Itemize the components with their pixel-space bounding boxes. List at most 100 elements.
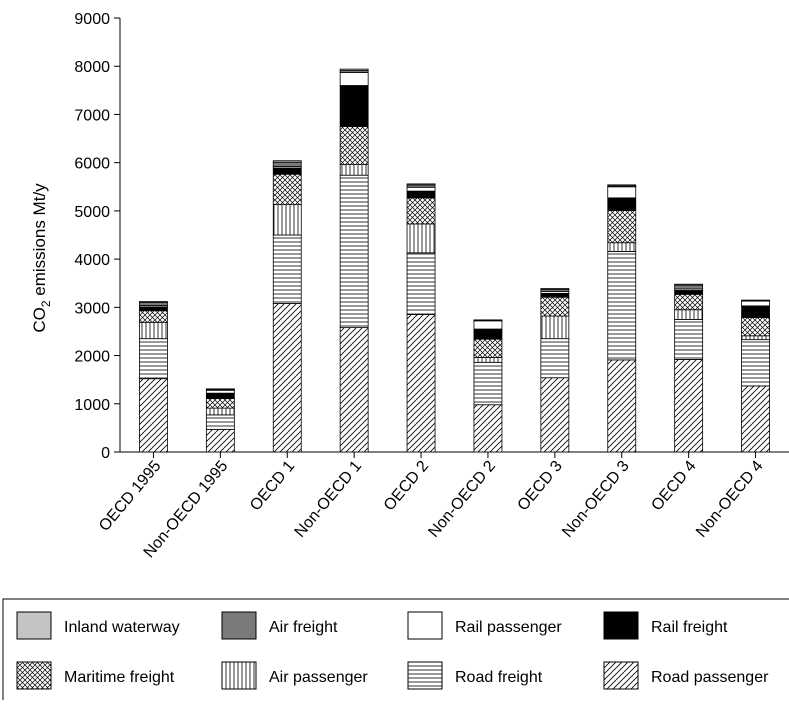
- bar-segment: [541, 316, 569, 339]
- bar-segment: [206, 390, 234, 393]
- bar-segment: [273, 168, 301, 174]
- bar-segment: [608, 251, 636, 360]
- bar-segment: [139, 311, 167, 323]
- bar-segment: [206, 398, 234, 408]
- legend-swatch: [222, 662, 256, 689]
- bar-segment: [474, 405, 502, 452]
- bar-segment: [742, 336, 770, 340]
- bar-segment: [139, 379, 167, 452]
- bar-segment: [742, 306, 770, 318]
- bar-segment: [742, 317, 770, 335]
- bar-segment: [273, 174, 301, 204]
- bar-segment: [474, 362, 502, 404]
- bar-segment: [273, 303, 301, 452]
- y-tick-label: 5000: [74, 204, 110, 221]
- bar-segment: [340, 127, 368, 165]
- y-tick-label: 4000: [74, 252, 110, 269]
- bar-segment: [407, 315, 435, 452]
- bar-segment: [407, 253, 435, 315]
- legend-label: Air freight: [269, 619, 338, 636]
- bar-segment: [273, 162, 301, 166]
- bar-segment: [139, 339, 167, 379]
- y-tick-label: 8000: [74, 59, 110, 76]
- bar-segment: [139, 302, 167, 303]
- bar-segment: [340, 69, 368, 70]
- bar-segment: [273, 161, 301, 162]
- bar-segment: [541, 378, 569, 452]
- legend-label: Road freight: [455, 669, 543, 686]
- bar-segment: [608, 360, 636, 452]
- y-tick-label: 7000: [74, 107, 110, 124]
- bar-segment: [407, 198, 435, 224]
- bar-segment: [273, 235, 301, 303]
- legend-swatch: [408, 662, 442, 689]
- x-tick-label: OECD 1: [247, 458, 298, 515]
- bar-segment: [407, 191, 435, 198]
- bar-segment: [608, 198, 636, 211]
- bar-segment: [675, 290, 703, 294]
- legend-swatch: [604, 662, 638, 689]
- bar-segment: [675, 294, 703, 309]
- bar-segment: [608, 243, 636, 252]
- legend-label: Rail freight: [651, 619, 728, 636]
- y-axis-label: CO2 emissions Mt/y: [30, 183, 53, 333]
- legend-label: Maritime freight: [64, 669, 175, 686]
- bar-segment: [474, 339, 502, 357]
- bar-segment: [206, 415, 234, 429]
- bar-segment: [206, 408, 234, 415]
- bar-segment: [407, 187, 435, 191]
- bar-segment: [206, 429, 234, 452]
- bar-segment: [340, 165, 368, 176]
- x-tick-label: OECD 1995: [96, 458, 165, 535]
- bar-segment: [206, 393, 234, 398]
- bar-segment: [407, 184, 435, 185]
- bars-group: [139, 69, 769, 452]
- y-tick-label: 0: [101, 445, 110, 462]
- y-tick-label: 2000: [74, 349, 110, 366]
- bar-segment: [608, 185, 636, 186]
- legend-label: Inland waterway: [64, 619, 180, 636]
- bar-segment: [340, 175, 368, 327]
- bar-segment: [742, 386, 770, 452]
- legend-swatch: [604, 612, 638, 639]
- y-tick-label: 3000: [74, 300, 110, 317]
- y-tick-label: 9000: [74, 11, 110, 28]
- legend-label: Road passenger: [651, 669, 769, 686]
- bar-segment: [273, 205, 301, 235]
- legend: Inland waterway Air freight Rail passenger…: [3, 599, 789, 700]
- bar-segment: [474, 321, 502, 329]
- x-tick-label: Non-OECD 1: [292, 458, 366, 541]
- legend-label: Rail passenger: [455, 619, 562, 636]
- bar-segment: [340, 86, 368, 127]
- x-tick-label: OECD 3: [515, 458, 566, 515]
- bar-segment: [474, 357, 502, 362]
- bar-segment: [474, 329, 502, 339]
- y-tick-label: 6000: [74, 156, 110, 173]
- bar-segment: [742, 301, 770, 306]
- legend-swatch: [17, 612, 51, 639]
- bar-segment: [340, 72, 368, 85]
- legend-label: Air passenger: [269, 669, 368, 686]
- bar-segment: [675, 284, 703, 285]
- bar-segment: [139, 307, 167, 311]
- x-tick-label: Non-OECD 3: [559, 458, 633, 541]
- bar-segment: [608, 187, 636, 198]
- bar-segment: [340, 328, 368, 452]
- bar-segment: [139, 303, 167, 306]
- bar-segment: [675, 310, 703, 320]
- legend-swatch: [17, 662, 51, 689]
- bar-segment: [139, 322, 167, 338]
- bar-segment: [742, 340, 770, 386]
- bar-segment: [675, 359, 703, 452]
- bar-segment: [675, 285, 703, 289]
- x-tick-label: Non-OECD 4: [693, 458, 767, 541]
- bar-segment: [541, 297, 569, 316]
- bar-segment: [541, 339, 569, 378]
- legend-swatch: [222, 612, 256, 639]
- x-tick-label: Non-OECD 2: [425, 458, 499, 541]
- bar-segment: [675, 319, 703, 359]
